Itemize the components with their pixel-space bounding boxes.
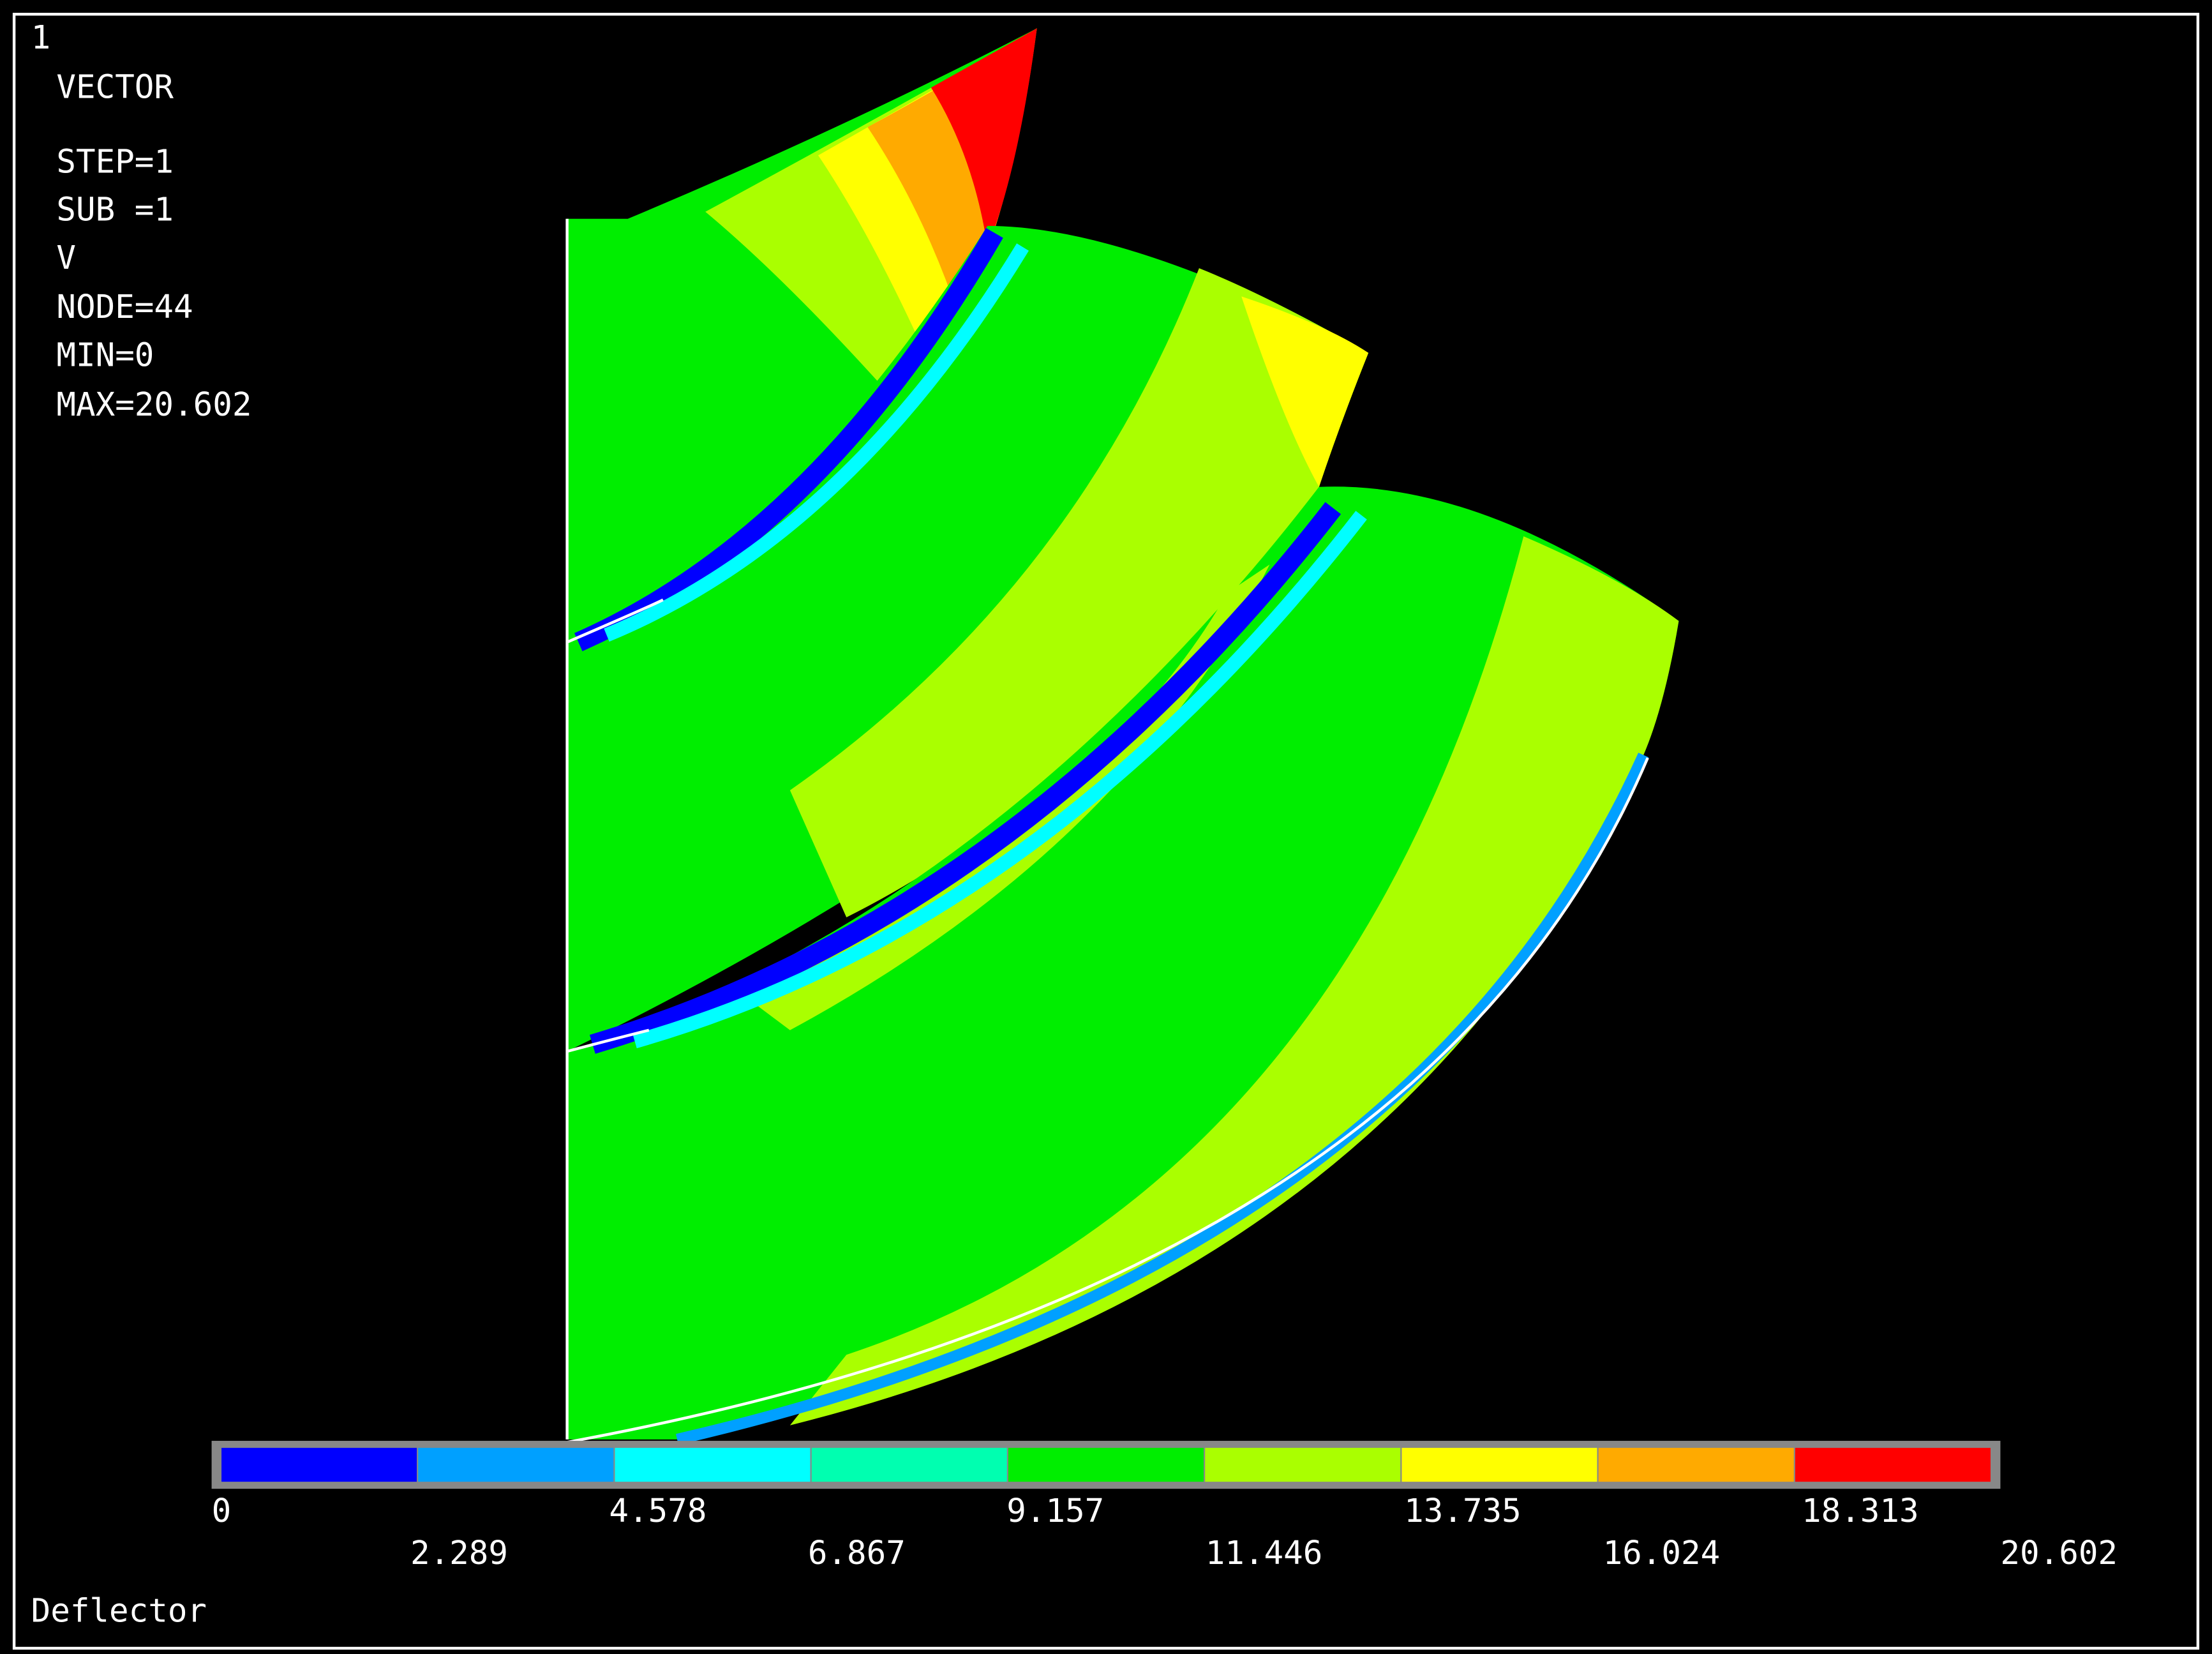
info-line: STEP=1 [56, 143, 174, 181]
legend-label: 9.157 [1006, 1492, 1104, 1530]
legend-swatch [418, 1448, 614, 1482]
info-line: VECTOR [56, 68, 174, 105]
legend-swatch [1598, 1448, 1794, 1482]
legend-swatch [811, 1448, 1007, 1482]
vector-field [565, 28, 1679, 1445]
legend-label: 18.313 [1802, 1492, 1919, 1530]
legend-swatch [1205, 1448, 1401, 1482]
window-number: 1 [31, 19, 51, 56]
info-line: V [56, 239, 76, 276]
legend-label: 11.446 [1206, 1534, 1323, 1572]
legend-swatch [221, 1448, 417, 1482]
band [789, 536, 1679, 1425]
outline [565, 218, 1649, 1444]
band [676, 753, 1649, 1445]
legend-label: 2.289 [410, 1534, 508, 1572]
legend-swatch [615, 1448, 811, 1482]
legend-swatch [1795, 1448, 1991, 1482]
band [789, 268, 1369, 917]
band [632, 511, 1367, 1049]
band [589, 502, 1341, 1054]
info-line: SUB =1 [56, 191, 174, 229]
blade-region [567, 486, 1679, 1440]
info-line: MAX=20.602 [56, 386, 251, 423]
info-line: NODE=44 [56, 288, 193, 326]
footer-title: Deflector [31, 1592, 207, 1630]
legend-swatch [1401, 1448, 1597, 1482]
legend-label: 16.024 [1603, 1534, 1721, 1572]
info-line: MIN=0 [56, 336, 154, 373]
legend-label: 0 [212, 1492, 232, 1530]
frame [12, 13, 2200, 1650]
band [930, 28, 1037, 248]
band [1241, 296, 1369, 487]
legend-label: 13.735 [1404, 1492, 1521, 1530]
legend-label: 6.867 [808, 1534, 906, 1572]
legend-swatch [1008, 1448, 1204, 1482]
legend-label: 20.602 [2000, 1534, 2118, 1572]
legend-label: 4.578 [609, 1492, 706, 1530]
band [604, 243, 1029, 642]
